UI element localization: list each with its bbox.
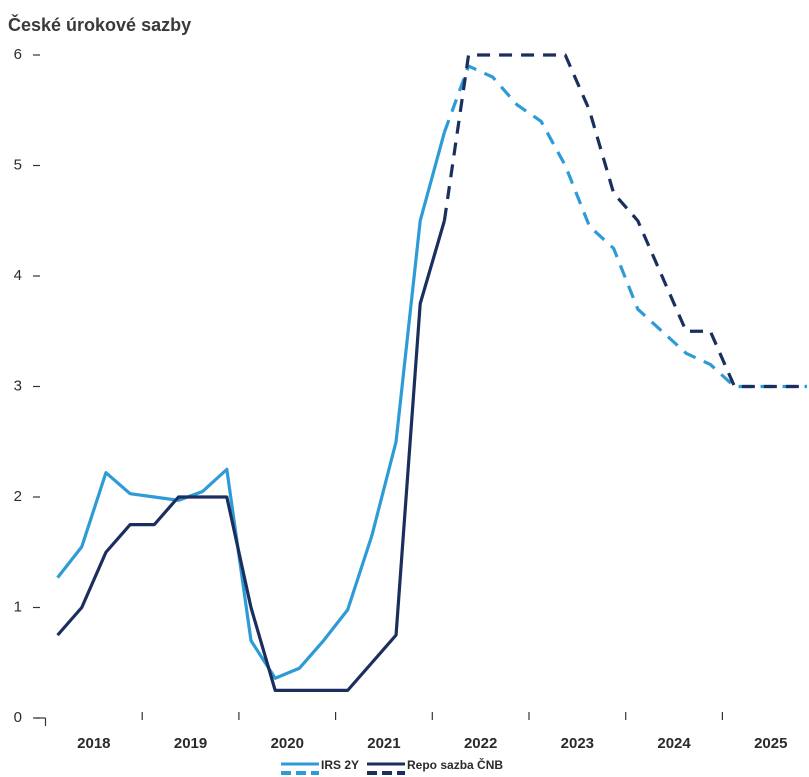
y-tick-label: 3 xyxy=(14,377,22,394)
forecast-line xyxy=(442,64,808,389)
series-line xyxy=(56,131,446,680)
chart-title: České úrokové sazby xyxy=(8,14,191,35)
x-tick-label: 2025 xyxy=(754,735,787,752)
y-tick-label: 1 xyxy=(14,598,22,615)
x-tick-label: 2022 xyxy=(464,735,497,752)
x-tick-label: 2020 xyxy=(271,735,304,752)
x-tick-label: 2019 xyxy=(174,735,207,752)
forecast-line xyxy=(442,53,808,389)
y-tick-label: 6 xyxy=(14,46,22,63)
y-tick-label: 4 xyxy=(14,267,22,284)
legend-label: Repo sazba ČNB xyxy=(407,757,503,772)
y-tick-label: 2 xyxy=(14,488,22,505)
x-tick-label: 2023 xyxy=(561,735,594,752)
x-tick-label: 2021 xyxy=(367,735,400,752)
x-tick-label: 2018 xyxy=(77,735,110,752)
legend-label: IRS 2Y xyxy=(321,758,359,772)
series-line xyxy=(56,220,446,692)
y-tick-label: 0 xyxy=(14,709,22,726)
x-tick-label: 2024 xyxy=(657,735,691,752)
y-tick-label: 5 xyxy=(14,156,22,173)
